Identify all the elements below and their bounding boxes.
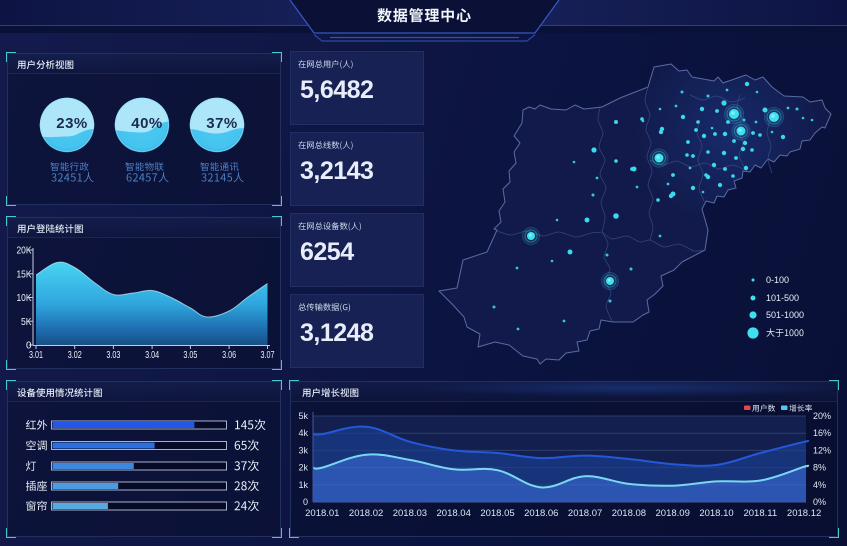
svg-text:2018.07: 2018.07 xyxy=(568,508,602,519)
svg-text:3.01: 3.01 xyxy=(29,349,43,361)
svg-text:10K: 10K xyxy=(17,292,32,304)
svg-text:3.06: 3.06 xyxy=(222,349,236,361)
svg-text:5K: 5K xyxy=(21,316,32,328)
svg-text:2018.02: 2018.02 xyxy=(349,508,383,519)
svg-text:2018.08: 2018.08 xyxy=(612,508,646,519)
svg-text:2018.09: 2018.09 xyxy=(656,508,690,519)
svg-text:0-100: 0-100 xyxy=(766,275,789,285)
svg-text:2018.10: 2018.10 xyxy=(699,508,733,519)
svg-text:20%: 20% xyxy=(813,411,831,421)
svg-text:16%: 16% xyxy=(813,428,831,438)
svg-text:2018.05: 2018.05 xyxy=(480,508,514,519)
svg-text:1k: 1k xyxy=(298,480,308,490)
svg-text:2018.01: 2018.01 xyxy=(305,508,339,519)
svg-text:0: 0 xyxy=(303,497,308,507)
svg-text:3.03: 3.03 xyxy=(106,349,120,361)
svg-text:101-500: 101-500 xyxy=(766,293,799,303)
svg-text:0: 0 xyxy=(26,340,32,352)
svg-text:2018.11: 2018.11 xyxy=(743,508,777,519)
svg-text:3k: 3k xyxy=(298,445,308,455)
svg-text:2018.04: 2018.04 xyxy=(437,508,471,519)
svg-text:5k: 5k xyxy=(298,411,308,421)
svg-text:3.05: 3.05 xyxy=(183,349,197,361)
svg-text:4k: 4k xyxy=(298,428,308,438)
svg-text:2018.12: 2018.12 xyxy=(787,508,821,519)
svg-text:2018.06: 2018.06 xyxy=(524,508,558,519)
svg-text:2k: 2k xyxy=(298,463,308,473)
svg-text:3.04: 3.04 xyxy=(145,349,159,361)
svg-text:8%: 8% xyxy=(813,463,826,473)
svg-text:15K: 15K xyxy=(17,268,32,280)
svg-text:4%: 4% xyxy=(813,480,826,490)
svg-text:3.07: 3.07 xyxy=(261,349,275,361)
svg-text:12%: 12% xyxy=(813,445,831,455)
svg-text:501-1000: 501-1000 xyxy=(766,310,804,320)
svg-text:3.02: 3.02 xyxy=(68,349,82,361)
svg-text:0%: 0% xyxy=(813,497,826,507)
svg-text:2018.03: 2018.03 xyxy=(393,508,427,519)
svg-text:20K: 20K xyxy=(17,245,32,257)
